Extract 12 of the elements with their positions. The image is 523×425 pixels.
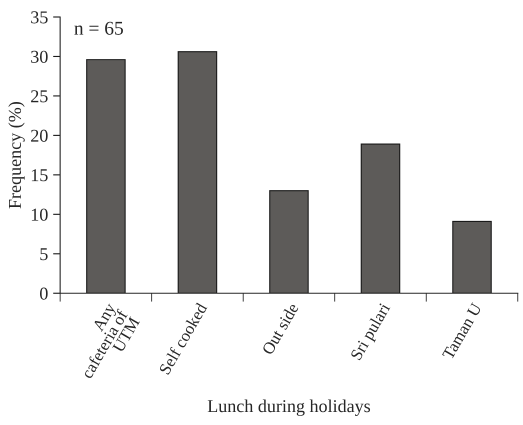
- y-tick-label: 35: [31, 11, 48, 24]
- x-axis-title: Lunch during holidays: [208, 400, 370, 416]
- y-axis-title: Frequency (%): [8, 102, 25, 208]
- y-tick-label: 0: [40, 288, 48, 300]
- y-tick-label: 10: [32, 208, 48, 221]
- y-tick-label: 5: [40, 248, 48, 260]
- y-tick-label: 20: [31, 130, 48, 142]
- y-tick-label: 25: [31, 90, 48, 102]
- x-tick-label: Out side: [261, 302, 299, 356]
- annotation: n = 65: [74, 22, 123, 35]
- y-tick-label: 15: [32, 169, 48, 182]
- y-tick-label: 30: [31, 50, 48, 63]
